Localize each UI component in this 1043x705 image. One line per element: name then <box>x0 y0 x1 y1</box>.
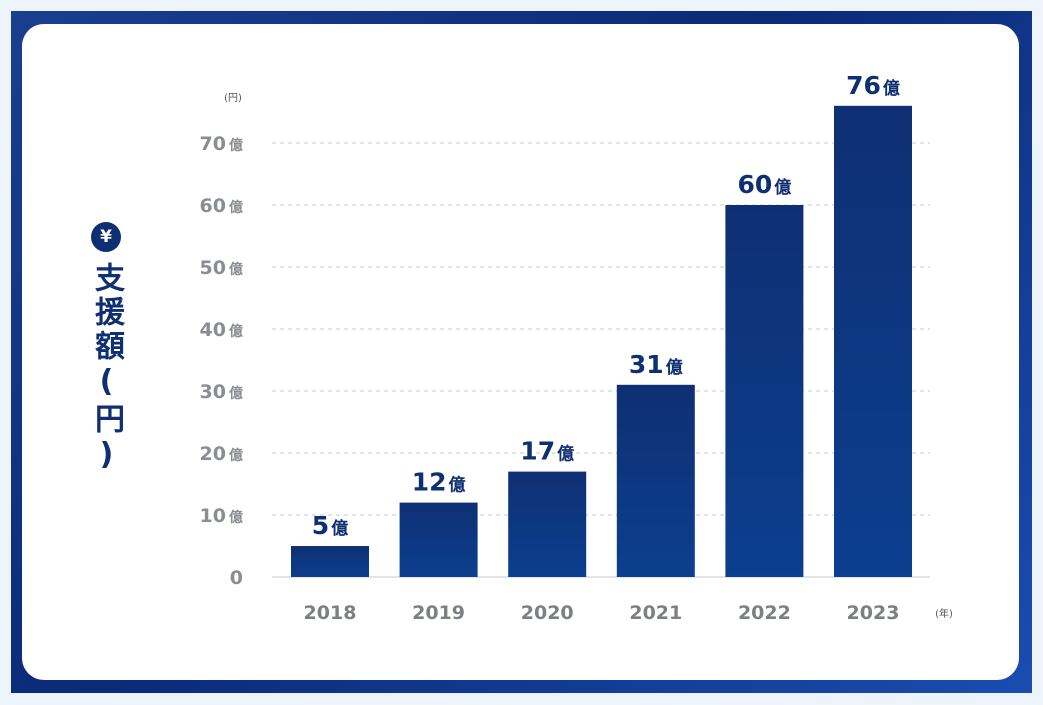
bar <box>834 105 912 578</box>
x-tick-label: 2021 <box>629 602 682 624</box>
yen-icon: ¥ <box>91 222 121 252</box>
y-tick-label: 0 <box>230 567 243 589</box>
y-tick-label: 50 億 <box>200 257 243 279</box>
x-tick-label: 2023 <box>847 602 900 624</box>
bar <box>725 205 804 577</box>
y-unit-label: (円) <box>224 93 242 104</box>
y-tick-label: 70 億 <box>200 133 243 155</box>
bar <box>616 384 695 577</box>
y-tick-label: 60 億 <box>200 195 243 217</box>
x-tick-label: 2018 <box>304 602 357 624</box>
y-tick-label: 40 億 <box>200 319 243 341</box>
y-tick-label: 10 億 <box>200 505 243 527</box>
y-axis-label-text: 支援額(円) <box>89 262 124 476</box>
data-label: 17 億 <box>520 437 574 466</box>
bar <box>291 546 369 577</box>
data-label: 76 億 <box>846 71 900 100</box>
data-label: 12 億 <box>412 468 466 497</box>
x-tick-label: 2020 <box>521 602 574 624</box>
x-tick-label: 2019 <box>412 602 465 624</box>
x-unit-label: (年) <box>935 607 953 620</box>
data-label: 31 億 <box>629 350 683 379</box>
x-tick-label: 2022 <box>738 602 791 624</box>
data-label: 60 億 <box>738 170 792 199</box>
y-tick-label: 30 億 <box>200 381 243 403</box>
y-tick-label: 20 億 <box>200 443 243 465</box>
y-axis-label: ¥ 支援額(円) <box>84 222 128 476</box>
bar <box>508 471 587 577</box>
bar <box>399 502 478 577</box>
